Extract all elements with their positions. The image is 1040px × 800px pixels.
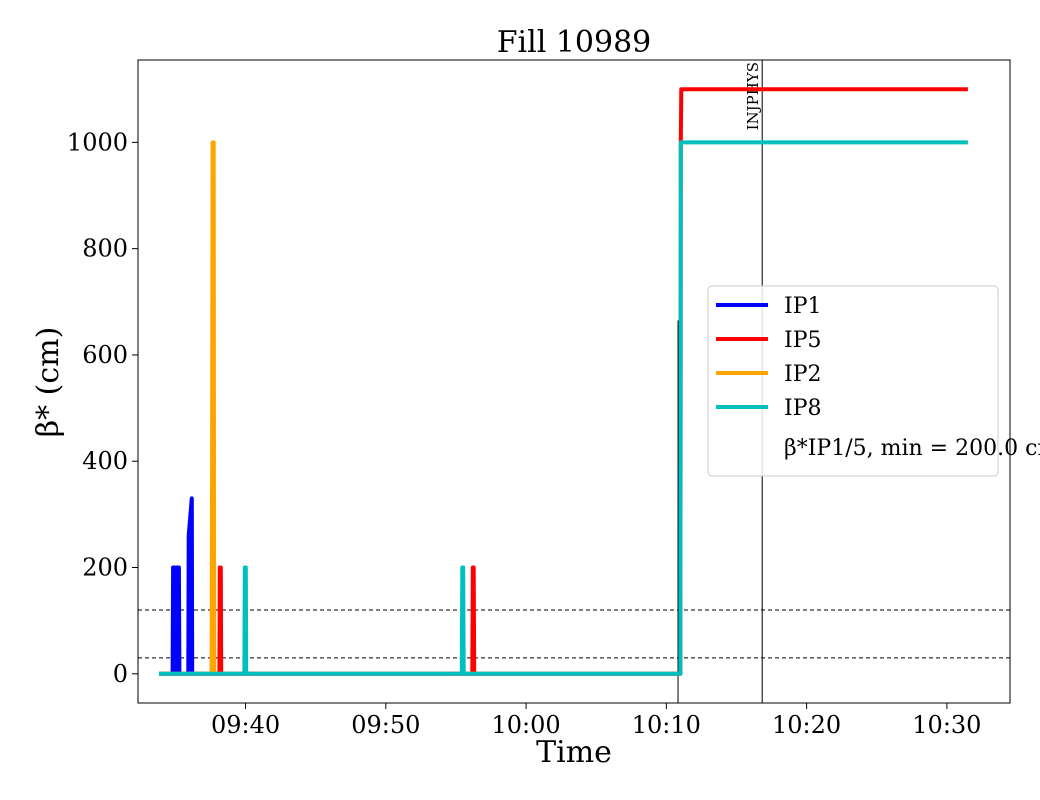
y-tick-label: 800 bbox=[82, 235, 128, 263]
x-tick-label: 10:20 bbox=[772, 711, 841, 739]
x-tick-label: 10:30 bbox=[912, 711, 981, 739]
chart-title: Fill 10989 bbox=[497, 25, 652, 60]
series-line-ip8 bbox=[159, 140, 968, 676]
plot-layer: INJPHYS bbox=[138, 60, 1010, 703]
legend-label-ip1: IP1 bbox=[784, 294, 822, 319]
y-axis-ticks: 0 200 400 600 800 1000 bbox=[67, 128, 138, 688]
x-tick-label: 10:10 bbox=[632, 711, 701, 739]
y-tick-label: 200 bbox=[82, 553, 128, 581]
y-tick-label: 1000 bbox=[67, 128, 128, 156]
y-axis-label: β* (cm) bbox=[31, 327, 66, 438]
series-line-ip2 bbox=[159, 140, 681, 676]
x-axis-ticks: 09:40 09:50 10:00 10:10 10:20 10:30 bbox=[211, 703, 981, 739]
y-tick-label: 0 bbox=[113, 660, 128, 688]
y-tick-label: 600 bbox=[82, 341, 128, 369]
series-line-ip1 bbox=[159, 496, 681, 676]
x-tick-label: 09:40 bbox=[211, 711, 280, 739]
x-tick-label: 09:50 bbox=[351, 711, 420, 739]
legend-label-ip2: IP2 bbox=[784, 362, 822, 387]
plot-frame bbox=[137, 59, 1011, 704]
legend-entry-beta-min: β*IP1/5, min = 200.0 cm bbox=[784, 436, 1040, 461]
legend-label-ip8: IP8 bbox=[784, 396, 822, 421]
marker-label-injphys: INJPHYS bbox=[744, 62, 762, 130]
legend-box bbox=[707, 285, 999, 477]
legend: IP1 IP5 IP2 IP8 β*IP1/5, min = 200.0 cm bbox=[707, 285, 1040, 477]
x-axis-label: Time bbox=[536, 735, 612, 770]
legend-label-ip5: IP5 bbox=[784, 328, 822, 353]
y-tick-label: 400 bbox=[82, 447, 128, 475]
legend-entries: IP1 IP5 IP2 IP8 bbox=[716, 294, 822, 421]
x-tick-label: 10:00 bbox=[491, 711, 560, 739]
